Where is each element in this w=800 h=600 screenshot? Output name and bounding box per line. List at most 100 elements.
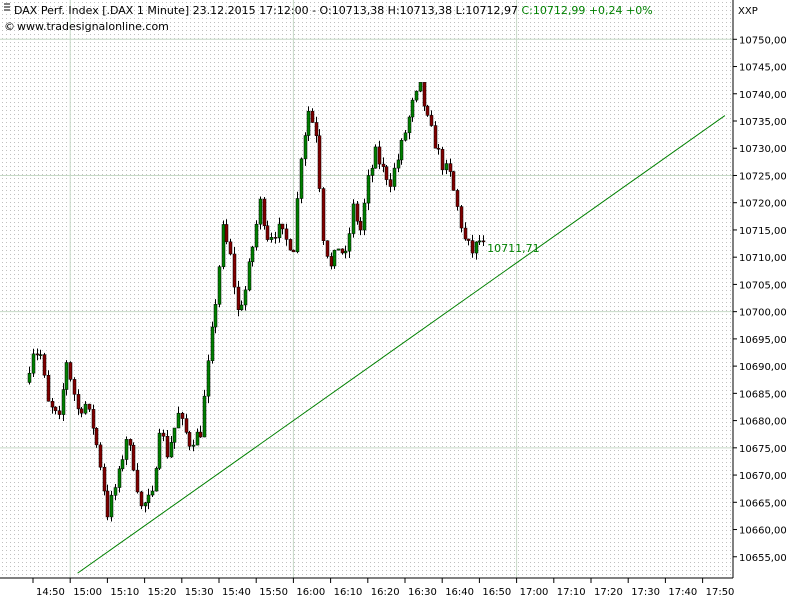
candle <box>50 397 55 414</box>
candle <box>436 144 441 155</box>
major-gridlines <box>0 0 733 578</box>
candle-body-up <box>176 412 181 429</box>
candle-body-down <box>470 240 475 254</box>
x-tick-label: 17:30 <box>631 587 660 598</box>
candle-body-up <box>239 304 244 311</box>
candle-body-down <box>161 432 166 437</box>
candle-body-down <box>451 171 456 191</box>
candle <box>76 389 81 416</box>
candle-body-up <box>392 167 397 187</box>
candle-body-down <box>425 105 430 116</box>
candle <box>381 157 386 173</box>
header-close: C:10712,99 +0,24 +0% <box>521 4 652 17</box>
source-label: www.tradesignalonline.com <box>17 20 169 33</box>
candle-body-down <box>135 469 140 493</box>
candle-body-up <box>474 241 479 254</box>
candle-body-up <box>299 158 304 199</box>
candle-body-up <box>414 90 419 101</box>
y-tick-label: 10675,00 <box>739 444 787 455</box>
candle-body-down <box>291 249 296 253</box>
y-tick-label: 10670,00 <box>739 471 787 482</box>
candle <box>425 104 430 117</box>
x-axis: 14:50 15:00 15:10 15:20 15:30 15:40 15:50 16:00… <box>32 578 734 598</box>
candles <box>27 82 486 522</box>
candle-body-up <box>120 459 125 470</box>
candle-body-up <box>396 159 401 169</box>
x-tick-label: 14:50 <box>36 587 65 598</box>
candle <box>463 222 468 241</box>
candle <box>154 466 159 492</box>
candle <box>53 406 58 415</box>
candle <box>254 220 259 251</box>
candle-body-up <box>64 362 69 390</box>
candle-body-down <box>481 240 486 243</box>
candle-body-up <box>109 495 114 518</box>
candle-body-up <box>157 432 162 469</box>
candle-body-down <box>184 418 189 433</box>
candle-body-up <box>247 261 252 291</box>
candle-body-down <box>76 394 81 410</box>
candle <box>332 249 337 269</box>
candle-body-down <box>42 354 47 376</box>
candle <box>42 352 47 378</box>
candle <box>143 501 148 513</box>
candle <box>150 485 155 497</box>
candle <box>444 159 449 175</box>
candle <box>403 130 408 142</box>
candle <box>239 300 244 311</box>
candle <box>232 247 237 295</box>
x-tick-label: 16:30 <box>408 587 437 598</box>
candle-body-up <box>113 487 118 496</box>
candle <box>414 90 419 103</box>
x-tick-label: 16:00 <box>296 587 325 598</box>
candle <box>295 191 300 254</box>
x-tick-label: 17:20 <box>594 587 623 598</box>
y-tick-label: 10685,00 <box>739 389 787 400</box>
candle-body-down <box>128 439 133 446</box>
x-tick-label: 16:50 <box>482 587 511 598</box>
candle <box>407 115 412 140</box>
candle-body-down <box>198 431 203 438</box>
candle <box>370 164 375 183</box>
candle <box>451 170 456 191</box>
candle-body-up <box>332 249 337 267</box>
candle <box>113 483 118 501</box>
candle <box>410 97 415 122</box>
header-instrument: DAX Perf. Index [.DAX 1 Minute] 23.12.20… <box>14 4 320 17</box>
candle <box>83 401 88 415</box>
candle-body-down <box>102 466 107 492</box>
candle <box>448 158 453 177</box>
y-tick-label: 10710,00 <box>739 253 787 264</box>
candle-body-down <box>91 409 96 429</box>
candle <box>128 438 133 452</box>
candle <box>299 157 304 204</box>
candle-body-up <box>477 240 482 243</box>
x-tick-label: 15:30 <box>185 587 214 598</box>
candle <box>236 280 241 317</box>
y-tick-label: 10690,00 <box>739 362 787 373</box>
candle <box>206 354 211 404</box>
candle <box>358 217 363 236</box>
x-tick-label: 16:40 <box>445 587 474 598</box>
indicator-icon[interactable] <box>4 3 10 11</box>
candle <box>250 245 255 267</box>
x-tick-label: 15:20 <box>148 587 177 598</box>
candle <box>184 413 189 435</box>
candle <box>202 389 207 438</box>
candle-body-up <box>146 494 151 504</box>
y-tick-label: 10730,00 <box>739 144 787 155</box>
candle <box>343 245 348 259</box>
candle <box>46 370 51 402</box>
candle-body-down <box>321 188 326 241</box>
candle-body-down <box>87 403 92 410</box>
candle <box>172 427 177 449</box>
candle-body-down <box>355 203 360 222</box>
candle-body-up <box>61 389 66 415</box>
candle-body-up <box>221 224 226 268</box>
candle-body-down <box>429 115 434 126</box>
x-tick-label: 17:00 <box>520 587 549 598</box>
candle-body-down <box>232 253 237 288</box>
candle <box>224 219 229 245</box>
candle <box>269 232 274 243</box>
candle-body-down <box>314 122 319 136</box>
